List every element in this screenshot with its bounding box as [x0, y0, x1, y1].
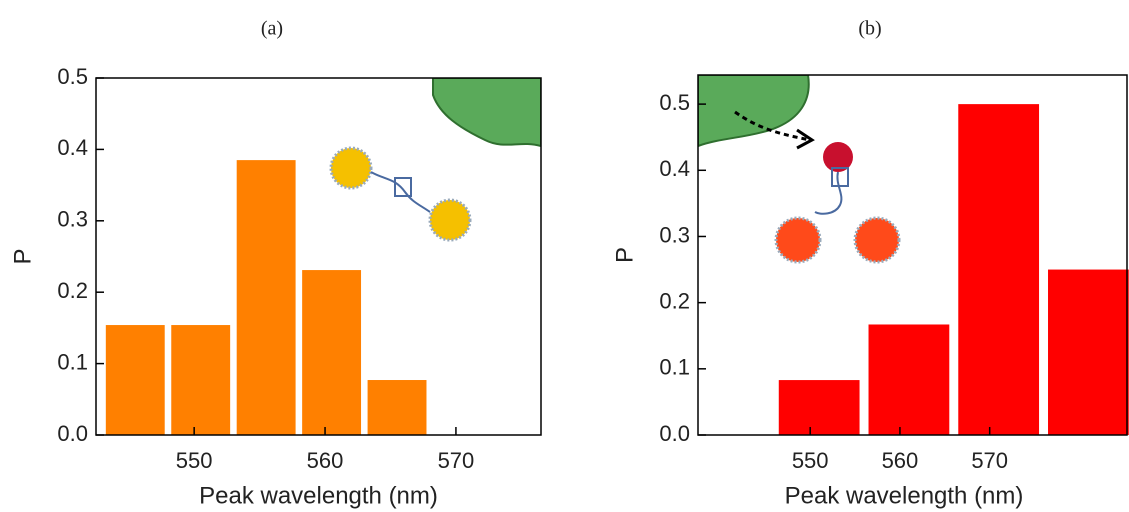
- axes-frame: [697, 74, 1128, 436]
- bar: [236, 160, 296, 436]
- y-tick-label: 0.3: [57, 207, 88, 232]
- cartoon-a: [329, 78, 541, 242]
- x-axis-label: Peak wavelength (nm): [785, 482, 1024, 509]
- x-tick-label: 570: [438, 448, 475, 473]
- panel-label: (a): [261, 18, 283, 40]
- bar: [868, 324, 950, 435]
- cartoon-b: [698, 75, 901, 264]
- x-axis-label: Peak wavelength (nm): [199, 482, 438, 509]
- bar: [302, 270, 362, 435]
- y-tick-label: 0.2: [57, 278, 88, 303]
- y-tick-label: 0.1: [57, 349, 88, 374]
- y-tick-label: 0.4: [57, 135, 88, 160]
- y-tick-label: 0.5: [57, 64, 88, 89]
- y-tick-label: 0.0: [659, 421, 690, 446]
- bar: [1048, 269, 1129, 435]
- x-tick-label: 550: [176, 448, 213, 473]
- x-tick-label: 560: [882, 448, 919, 473]
- bar: [778, 380, 860, 435]
- y-tick-label: 0.2: [659, 288, 690, 313]
- y-tick-label: 0.4: [659, 156, 690, 181]
- x-tick-label: 570: [971, 448, 1008, 473]
- y-tick-label: 0.3: [659, 222, 690, 247]
- axes-frame: [95, 77, 542, 436]
- x-tick-label: 560: [307, 448, 344, 473]
- y-tick-label: 0.5: [659, 90, 690, 115]
- bar: [171, 325, 231, 435]
- bar: [105, 325, 165, 435]
- y-tick-label: 0.0: [57, 421, 88, 446]
- panel-label: (b): [858, 18, 881, 40]
- y-tick-label: 0.1: [659, 355, 690, 380]
- y-axis-label: P: [9, 248, 36, 264]
- bar: [958, 104, 1040, 435]
- y-axis-label: P: [611, 247, 638, 263]
- x-tick-label: 550: [792, 448, 829, 473]
- bar: [367, 380, 427, 435]
